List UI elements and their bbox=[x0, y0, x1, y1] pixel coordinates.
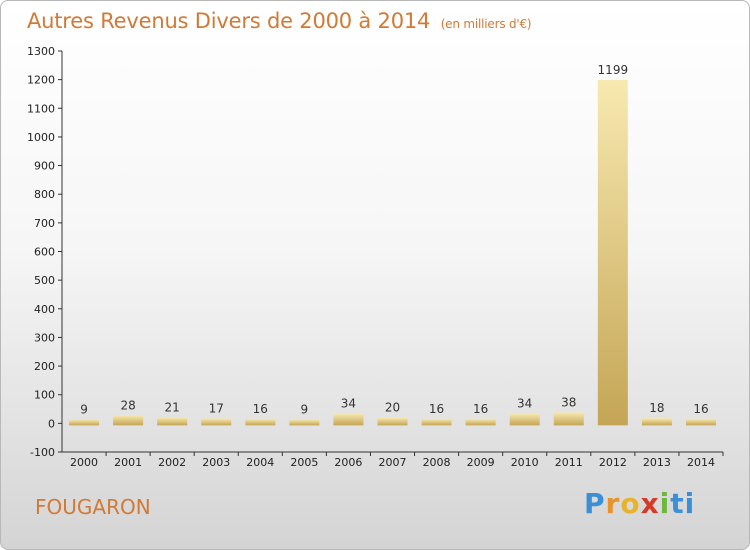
bar-2001 bbox=[113, 415, 144, 426]
y-tick-label: 800 bbox=[34, 188, 55, 201]
chart-title: Autres Revenus Divers de 2000 à 2014 (en… bbox=[27, 9, 532, 33]
bar-2006 bbox=[333, 413, 364, 426]
bar-2004 bbox=[245, 418, 276, 426]
y-tick-label: 1100 bbox=[27, 102, 55, 115]
data-label-2012: 1199 bbox=[598, 63, 629, 77]
commune-name: FOUGARON bbox=[35, 495, 151, 519]
data-label-2014: 16 bbox=[693, 402, 708, 416]
y-tick-label: 900 bbox=[34, 160, 55, 173]
y-tick-label: 700 bbox=[34, 217, 55, 230]
x-tick-label: 2000 bbox=[70, 456, 98, 469]
data-label-2001: 28 bbox=[120, 398, 135, 412]
bar-2000 bbox=[69, 419, 100, 426]
proxiti-logo: Proxiti bbox=[584, 487, 695, 520]
bar-2014 bbox=[685, 418, 716, 426]
logo-letter: r bbox=[605, 487, 621, 520]
logo-letter: i bbox=[659, 487, 671, 520]
y-tick-label: 1300 bbox=[27, 45, 55, 58]
x-tick-label: 2002 bbox=[158, 456, 186, 469]
x-tick-label: 2007 bbox=[379, 456, 407, 469]
bar-2009 bbox=[465, 418, 496, 426]
x-tick-label: 2005 bbox=[290, 456, 318, 469]
x-tick-label: 2010 bbox=[511, 456, 539, 469]
bar-2003 bbox=[201, 418, 232, 426]
x-tick-label: 2006 bbox=[334, 456, 362, 469]
data-label-2006: 34 bbox=[341, 397, 356, 411]
x-tick-label: 2001 bbox=[114, 456, 142, 469]
data-label-2005: 9 bbox=[301, 402, 309, 416]
bar-2007 bbox=[377, 417, 408, 426]
bar-2005 bbox=[289, 419, 320, 426]
bar-2011 bbox=[553, 412, 584, 426]
data-label-2007: 20 bbox=[385, 401, 400, 415]
bar-2013 bbox=[641, 418, 672, 426]
y-tick-label: 100 bbox=[34, 389, 55, 402]
chart-title-unit: (en milliers d'€) bbox=[440, 17, 532, 31]
x-tick-label: 2004 bbox=[246, 456, 274, 469]
data-label-2008: 16 bbox=[429, 402, 444, 416]
y-tick-label: 0 bbox=[48, 417, 55, 430]
x-tick-label: 2014 bbox=[687, 456, 715, 469]
y-tick-label: 300 bbox=[34, 331, 55, 344]
x-tick-label: 2009 bbox=[467, 456, 495, 469]
data-label-2004: 16 bbox=[253, 402, 268, 416]
y-tick-label: 1000 bbox=[27, 131, 55, 144]
x-tick-label: 2012 bbox=[599, 456, 627, 469]
y-tick-label: 1200 bbox=[27, 74, 55, 87]
bar-2008 bbox=[421, 418, 452, 426]
bar-2012 bbox=[597, 79, 628, 426]
logo-letter: P bbox=[584, 487, 606, 520]
logo-letter: ti bbox=[670, 487, 696, 520]
chart-title-text: Autres Revenus Divers de 2000 à 2014 bbox=[27, 9, 431, 33]
x-tick-label: 2013 bbox=[643, 456, 671, 469]
x-tick-label: 2011 bbox=[555, 456, 583, 469]
y-tick-label: -100 bbox=[30, 446, 55, 459]
x-tick-label: 2003 bbox=[202, 456, 230, 469]
data-label-2010: 34 bbox=[517, 397, 532, 411]
data-label-2011: 38 bbox=[561, 395, 576, 409]
data-label-2003: 17 bbox=[209, 401, 224, 415]
y-tick-label: 600 bbox=[34, 246, 55, 259]
x-tick-label: 2008 bbox=[423, 456, 451, 469]
y-tick-label: 200 bbox=[34, 360, 55, 373]
data-label-2009: 16 bbox=[473, 402, 488, 416]
data-label-2013: 18 bbox=[649, 401, 664, 415]
logo-letter: o bbox=[620, 487, 641, 520]
logo-letter: x bbox=[640, 487, 660, 520]
y-tick-label: 500 bbox=[34, 274, 55, 287]
data-label-2002: 21 bbox=[165, 400, 180, 414]
bar-2010 bbox=[509, 413, 540, 426]
data-label-2000: 9 bbox=[80, 402, 88, 416]
y-tick-label: 400 bbox=[34, 303, 55, 316]
bar-2002 bbox=[157, 417, 188, 426]
